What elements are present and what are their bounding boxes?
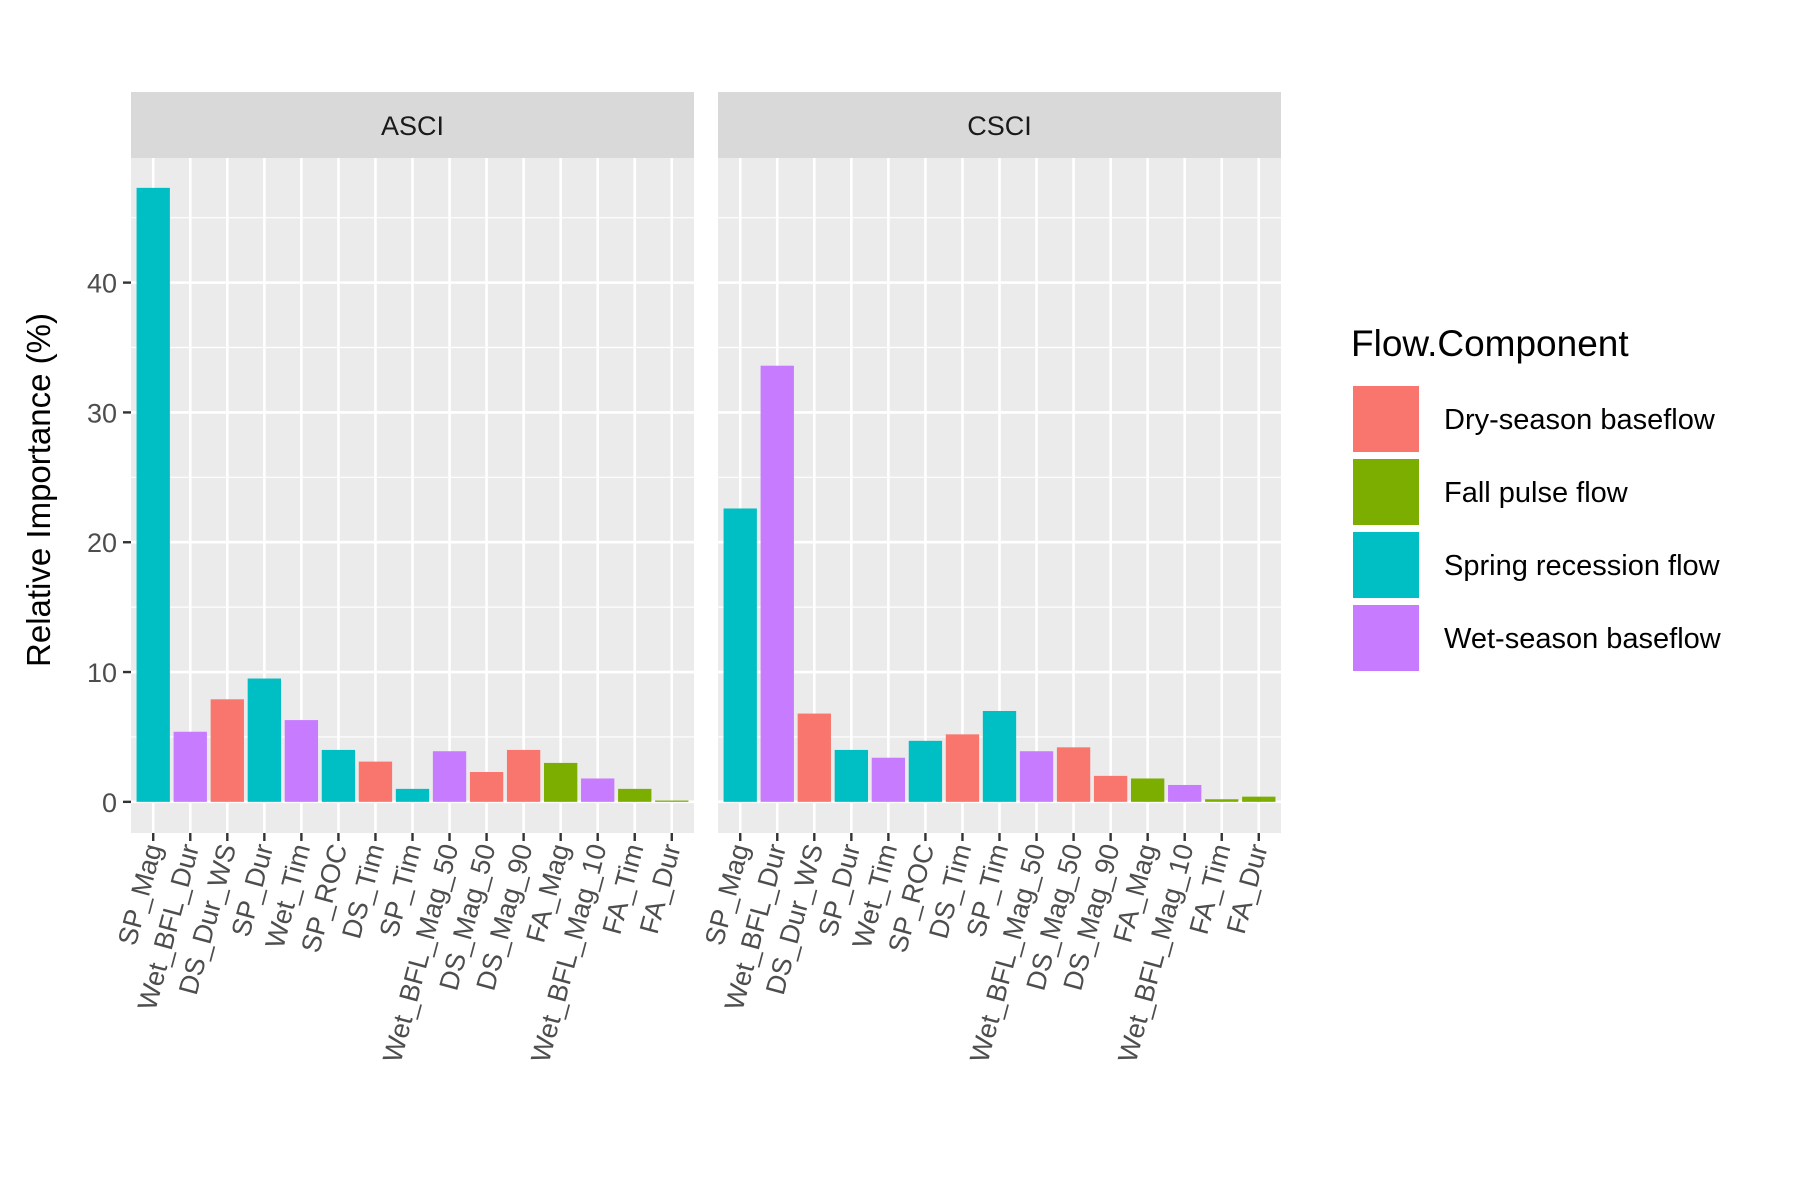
legend-title: Flow.Component	[1351, 323, 1629, 364]
bar	[1093, 775, 1128, 802]
facet-strip	[131, 92, 694, 158]
y-axis-title: Relative Importance (%)	[20, 313, 57, 667]
bar	[618, 788, 652, 802]
legend-label: Dry-season baseflow	[1444, 404, 1716, 436]
bar	[321, 749, 356, 802]
bar	[358, 761, 393, 802]
bar	[247, 678, 282, 802]
bar	[136, 187, 170, 802]
panel-asci: ASCISP_MagWet_BFL_DurDS_Dur_WSSP_DurWet_…	[112, 92, 694, 1066]
y-axis: 0 10 20 30 40	[87, 269, 131, 818]
legend-label: Spring recession flow	[1444, 550, 1721, 582]
bar	[506, 749, 541, 802]
bar	[1056, 747, 1091, 802]
y-tick-label: 20	[87, 528, 117, 558]
bar	[1019, 751, 1054, 802]
bar	[723, 508, 757, 802]
y-tick-label: 40	[87, 269, 117, 299]
bar	[982, 710, 1017, 802]
y-tick-label: 30	[87, 398, 117, 428]
bar	[1242, 796, 1276, 802]
bar	[173, 731, 207, 802]
bar	[210, 699, 244, 802]
facet-strip	[718, 92, 1281, 158]
bar	[543, 762, 578, 802]
bar	[284, 720, 319, 802]
legend-key	[1351, 603, 1421, 673]
bar	[797, 713, 831, 802]
panel-csci: CSCISP_MagWet_BFL_DurDS_Dur_WSSP_DurWet_…	[699, 92, 1281, 1066]
bar	[760, 365, 794, 802]
bar	[945, 734, 980, 802]
bar	[871, 757, 906, 802]
legend-label: Wet-season baseflow	[1444, 623, 1722, 655]
bar	[469, 771, 504, 802]
bar	[581, 778, 615, 802]
legend-label: Fall pulse flow	[1444, 477, 1629, 509]
y-tick-label: 0	[102, 788, 117, 818]
legend-key	[1351, 530, 1421, 600]
bar	[1168, 784, 1202, 802]
bar	[834, 749, 869, 802]
legend-key	[1351, 384, 1421, 454]
panels: ASCISP_MagWet_BFL_DurDS_Dur_WSSP_DurWet_…	[112, 92, 1281, 1066]
facet-label: CSCI	[967, 111, 1032, 141]
bar	[1205, 799, 1239, 802]
bar	[432, 751, 467, 802]
bar	[1130, 778, 1165, 802]
facet-label: ASCI	[381, 111, 444, 141]
legend: Flow.Component Dry-season baseflow Fall pu…	[1351, 323, 1722, 673]
bar	[395, 788, 430, 802]
legend-key	[1351, 457, 1421, 527]
y-tick-label: 10	[87, 658, 117, 688]
bar	[655, 800, 689, 802]
bar	[908, 740, 943, 802]
